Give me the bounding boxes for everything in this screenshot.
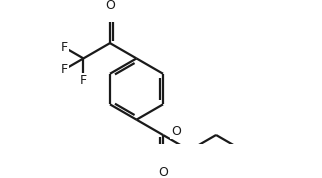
Text: O: O [105,0,115,12]
Text: O: O [158,166,168,178]
Text: F: F [61,63,68,76]
Text: O: O [171,125,181,138]
Text: F: F [61,41,68,54]
Text: F: F [80,74,87,87]
